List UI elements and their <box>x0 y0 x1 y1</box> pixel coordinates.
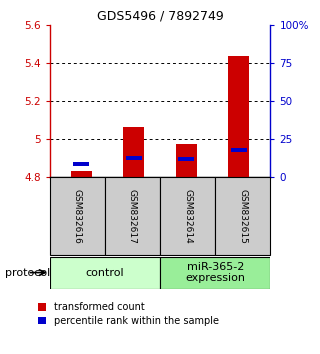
Bar <box>73 162 89 166</box>
Bar <box>176 144 197 177</box>
Text: miR-365-2
expression: miR-365-2 expression <box>185 262 245 284</box>
Text: control: control <box>85 268 124 278</box>
Text: protocol: protocol <box>5 268 50 278</box>
Text: GSM832617: GSM832617 <box>128 188 137 244</box>
Bar <box>71 171 92 177</box>
Bar <box>50 257 160 289</box>
Bar <box>228 56 249 177</box>
Bar <box>231 148 247 152</box>
Bar <box>160 177 215 255</box>
Bar <box>105 177 160 255</box>
Bar <box>50 177 105 255</box>
Bar <box>179 157 194 161</box>
Legend: transformed count, percentile rank within the sample: transformed count, percentile rank withi… <box>38 302 219 326</box>
Bar <box>123 127 144 177</box>
Bar <box>215 177 270 255</box>
Bar <box>160 257 270 289</box>
Text: GSM832614: GSM832614 <box>183 189 192 243</box>
Title: GDS5496 / 7892749: GDS5496 / 7892749 <box>97 9 223 22</box>
Bar <box>126 156 141 160</box>
Text: GSM832615: GSM832615 <box>238 188 247 244</box>
Text: GSM832616: GSM832616 <box>73 188 82 244</box>
